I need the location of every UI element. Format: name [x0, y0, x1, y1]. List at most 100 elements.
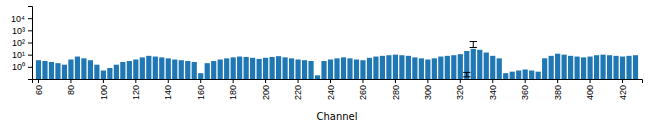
bar	[250, 58, 255, 79]
bar	[587, 57, 592, 79]
bar	[159, 57, 164, 79]
x-tick-label: 360	[520, 85, 530, 100]
bar	[62, 65, 67, 79]
bar	[224, 58, 229, 79]
bar	[289, 58, 294, 79]
y-tick: 10⁴	[11, 14, 32, 24]
bar	[497, 58, 502, 79]
y-tick-mark	[28, 43, 32, 44]
x-tick: 120	[131, 79, 141, 100]
x-tick-label: 400	[585, 85, 595, 100]
bar	[276, 56, 281, 79]
x-tick-label: 240	[326, 85, 336, 100]
error-bar-cap	[463, 72, 470, 73]
x-tick-mark	[265, 79, 266, 83]
error-bar-stem	[466, 72, 467, 76]
y-tick-label: 10⁴	[11, 14, 25, 24]
x-tick: 220	[293, 79, 303, 100]
x-tick-label: 380	[553, 85, 563, 100]
bar	[445, 56, 450, 79]
bar	[263, 58, 268, 79]
bar	[503, 73, 508, 79]
bar	[185, 61, 190, 79]
x-tick-label: 160	[196, 85, 206, 100]
bar	[270, 57, 275, 79]
bar	[244, 57, 249, 79]
bar	[633, 55, 638, 79]
bar	[153, 57, 158, 79]
bar	[607, 55, 612, 79]
bar	[613, 56, 618, 79]
bar	[451, 55, 456, 79]
x-tick: 140	[163, 79, 173, 100]
bar	[575, 57, 580, 79]
x-tick-label: 60	[34, 85, 44, 95]
bar	[120, 62, 125, 79]
y-tick-label: 10⁰	[12, 62, 25, 72]
bar	[81, 58, 86, 79]
bar	[133, 60, 138, 79]
x-tick: 320	[455, 79, 465, 100]
bar	[516, 70, 521, 79]
error-bar-cap	[463, 76, 470, 77]
y-tick: 10²	[12, 38, 32, 48]
x-tick: 260	[358, 79, 368, 100]
x-tick: 180	[228, 79, 238, 100]
x-tick-mark	[460, 79, 461, 83]
bar	[406, 56, 411, 79]
x-tick-mark	[525, 79, 526, 83]
bar	[75, 57, 80, 79]
bar	[114, 65, 119, 79]
bar	[458, 54, 463, 79]
x-tick-mark	[622, 79, 623, 83]
x-tick-label: 120	[131, 85, 141, 100]
marks	[36, 42, 638, 79]
x-tick-label: 80	[66, 85, 76, 95]
bar	[347, 58, 352, 79]
y-tick-label: 10³	[12, 26, 25, 36]
y-axis-line	[28, 7, 33, 80]
bar	[477, 50, 482, 79]
bar	[484, 53, 489, 79]
bar	[295, 60, 300, 79]
error-bar	[470, 42, 477, 48]
x-tick-label: 220	[293, 85, 303, 100]
bar	[282, 57, 287, 79]
bar	[205, 63, 210, 79]
x-tick-mark	[330, 79, 331, 83]
x-tick-label: 180	[228, 85, 238, 100]
y-tick-label: 10¹	[12, 50, 25, 60]
x-tick: 160	[196, 79, 206, 100]
bar	[399, 55, 404, 79]
bar	[198, 73, 203, 79]
bar	[354, 60, 359, 79]
x-tick-mark	[590, 79, 591, 83]
x-tick: 400	[585, 79, 595, 100]
bar	[94, 65, 99, 79]
plot: 10⁰10¹10²10³10⁴6080100120140160180200220…	[11, 7, 642, 101]
x-tick: 420	[618, 79, 628, 100]
x-axis-line	[33, 80, 643, 84]
x-tick: 240	[326, 79, 336, 100]
x-tick-label: 300	[423, 85, 433, 100]
y-tick-mark	[28, 18, 32, 19]
bar	[42, 61, 47, 79]
x-tick-label: 260	[358, 85, 368, 100]
bar	[308, 61, 313, 79]
bar	[49, 62, 54, 79]
bar	[412, 57, 417, 79]
bar	[464, 51, 469, 79]
bar	[334, 58, 339, 79]
bar	[600, 55, 605, 79]
error-bar	[463, 72, 470, 76]
x-tick: 300	[423, 79, 433, 100]
y-tick-mark	[28, 67, 32, 68]
bar	[367, 58, 372, 79]
x-tick-mark	[557, 79, 558, 83]
bar	[438, 57, 443, 79]
x-tick-mark	[395, 79, 396, 83]
x-tick: 200	[261, 79, 271, 100]
x-tick-label: 200	[261, 85, 271, 100]
bar	[432, 58, 437, 79]
bar	[211, 61, 216, 79]
